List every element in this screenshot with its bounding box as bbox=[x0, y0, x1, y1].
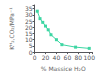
svg-text:20: 20 bbox=[42, 54, 50, 61]
svg-text:0: 0 bbox=[33, 54, 37, 61]
svg-text:35: 35 bbox=[25, 5, 33, 12]
svg-text:10: 10 bbox=[25, 36, 33, 43]
svg-text:30: 30 bbox=[25, 11, 33, 18]
svg-text:Kᴴ₂,CO₂/MPa⁻¹: Kᴴ₂,CO₂/MPa⁻¹ bbox=[8, 7, 15, 50]
svg-text:60: 60 bbox=[64, 54, 72, 61]
svg-text:% Massice H₂O: % Massice H₂O bbox=[41, 65, 86, 72]
svg-text:20: 20 bbox=[25, 24, 33, 31]
svg-text:80: 80 bbox=[74, 54, 82, 61]
svg-text:25: 25 bbox=[25, 18, 33, 25]
svg-text:0: 0 bbox=[28, 48, 33, 56]
svg-text:40: 40 bbox=[53, 54, 61, 61]
svg-text:15: 15 bbox=[25, 30, 33, 37]
svg-text:100: 100 bbox=[84, 54, 96, 61]
svg-text:5: 5 bbox=[29, 42, 33, 49]
